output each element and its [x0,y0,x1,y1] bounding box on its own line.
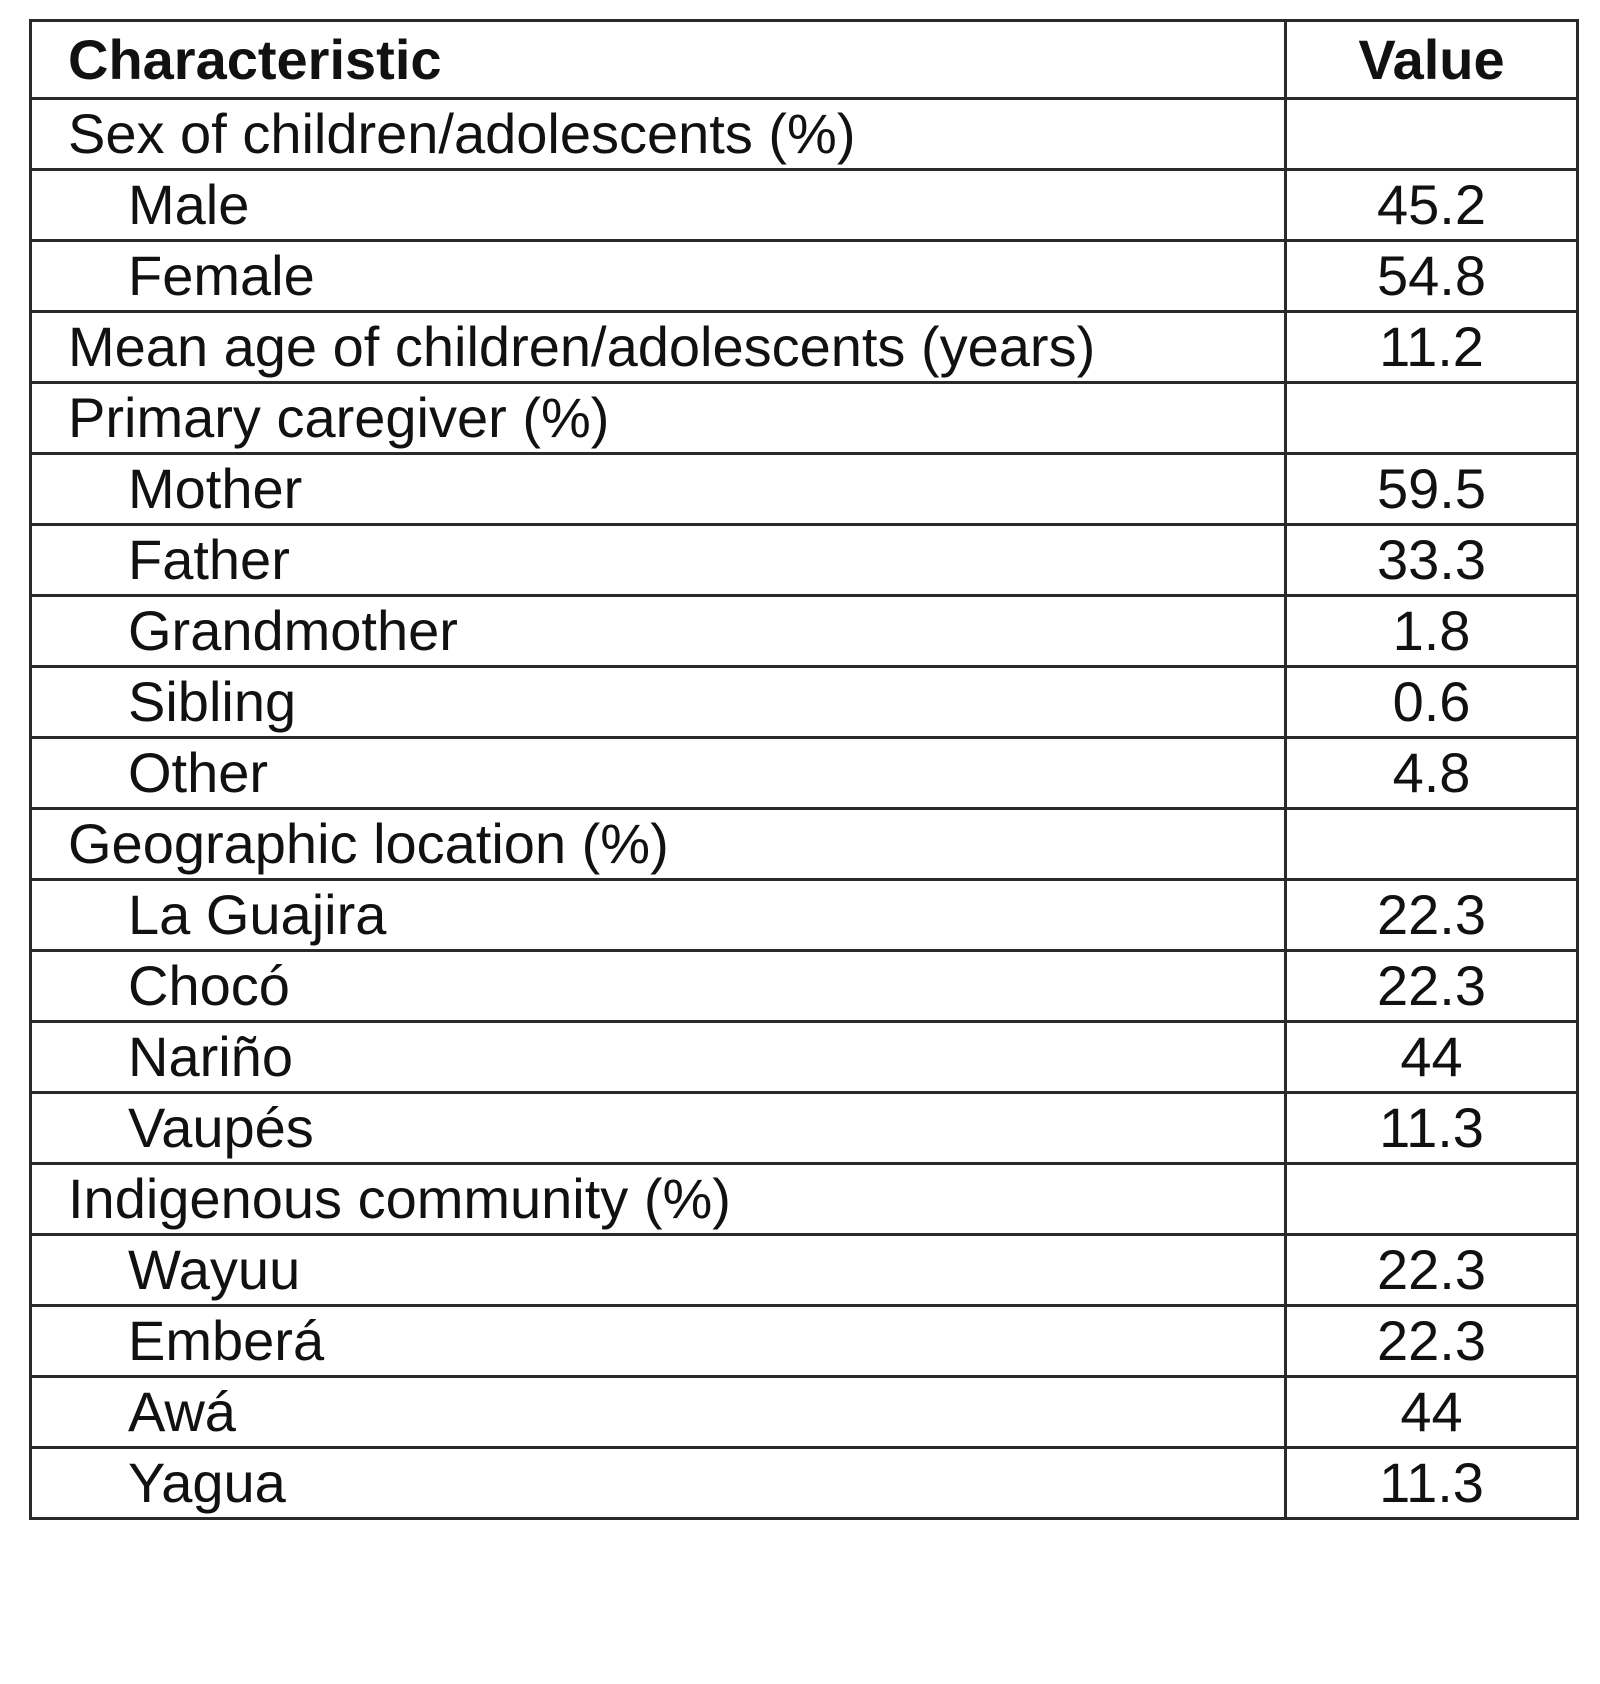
row-value: 44 [1284,1375,1579,1449]
table-row: Father 33.3 [29,523,1579,597]
row-value: 11.3 [1284,1091,1579,1165]
table-row: Chocó 22.3 [29,949,1579,1023]
row-value: 11.2 [1284,310,1579,384]
table-row: Sex of children/adolescents (%) [29,97,1579,171]
row-value: 54.8 [1284,239,1579,313]
row-value [1284,381,1579,455]
header-value: Value [1284,19,1579,100]
table-row: Indigenous community (%) [29,1162,1579,1236]
row-value: 33.3 [1284,523,1579,597]
row-label: Sex of children/adolescents (%) [29,97,1287,171]
row-value: 0.6 [1284,665,1579,739]
row-label: Mother [29,452,1287,526]
row-value: 22.3 [1284,949,1579,1023]
row-label: Indigenous community (%) [29,1162,1287,1236]
table-row: Nariño 44 [29,1020,1579,1094]
table-row: Emberá 22.3 [29,1304,1579,1378]
row-value: 22.3 [1284,1304,1579,1378]
table-row: Primary caregiver (%) [29,381,1579,455]
row-value [1284,97,1579,171]
row-label: Chocó [29,949,1287,1023]
row-label: Awá [29,1375,1287,1449]
table-row: La Guajira 22.3 [29,878,1579,952]
row-value: 4.8 [1284,736,1579,810]
table-row: Mean age of children/adolescents (years)… [29,310,1579,384]
table-row: Female 54.8 [29,239,1579,313]
row-value: 1.8 [1284,594,1579,668]
row-label: Emberá [29,1304,1287,1378]
table-row: Grandmother 1.8 [29,594,1579,668]
row-label: Other [29,736,1287,810]
table-row: Geographic location (%) [29,807,1579,881]
table-row: Mother 59.5 [29,452,1579,526]
table-row: Sibling 0.6 [29,665,1579,739]
row-label: La Guajira [29,878,1287,952]
table-body: Sex of children/adolescents (%) Male 45.2 F… [29,97,1579,1520]
row-label: Primary caregiver (%) [29,381,1287,455]
row-value [1284,807,1579,881]
table-row: Yagua 11.3 [29,1446,1579,1520]
table-header: Characteristic Value [29,19,1579,100]
row-label: Father [29,523,1287,597]
row-label: Female [29,239,1287,313]
header-characteristic: Characteristic [29,19,1287,100]
table-row: Vaupés 11.3 [29,1091,1579,1165]
table-row: Other 4.8 [29,736,1579,810]
table-row: Awá 44 [29,1375,1579,1449]
row-value: 22.3 [1284,878,1579,952]
table-row: Wayuu 22.3 [29,1233,1579,1307]
characteristics-table: Characteristic Value Sex of children/ado… [29,19,1579,1520]
row-value: 22.3 [1284,1233,1579,1307]
row-value [1284,1162,1579,1236]
row-label: Wayuu [29,1233,1287,1307]
row-value: 11.3 [1284,1446,1579,1520]
row-label: Sibling [29,665,1287,739]
row-label: Male [29,168,1287,242]
row-label: Geographic location (%) [29,807,1287,881]
header-row: Characteristic Value [29,19,1579,100]
row-label: Yagua [29,1446,1287,1520]
row-label: Vaupés [29,1091,1287,1165]
row-label: Grandmother [29,594,1287,668]
row-value: 45.2 [1284,168,1579,242]
table-row: Male 45.2 [29,168,1579,242]
row-value: 59.5 [1284,452,1579,526]
row-label: Mean age of children/adolescents (years) [29,310,1287,384]
row-label: Nariño [29,1020,1287,1094]
row-value: 44 [1284,1020,1579,1094]
